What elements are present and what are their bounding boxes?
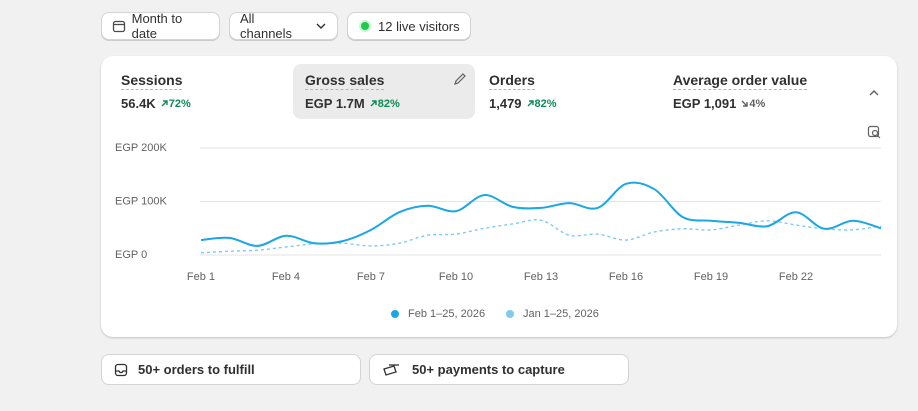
- metric-label: Average order value: [673, 72, 808, 90]
- chevron-down: [316, 23, 326, 29]
- date-range-button[interactable]: Month to date: [101, 11, 220, 41]
- legend-label: Jan 1–25, 2026: [523, 308, 599, 320]
- legend-marker: [506, 310, 514, 318]
- calendar-icon: [112, 20, 126, 33]
- task-button[interactable]: 50+ orders to fulfill: [101, 354, 361, 385]
- y-tick-label: EGP 100K: [115, 195, 167, 207]
- inbox-icon: [114, 363, 128, 376]
- arrow-up: [527, 100, 534, 107]
- x-tick-label: Feb 1: [187, 271, 215, 283]
- task-label: 50+ orders to fulfill: [138, 362, 255, 377]
- channels-button[interactable]: All channels: [229, 11, 338, 41]
- collapse-icon[interactable]: [867, 86, 881, 100]
- metric-label: Orders: [489, 72, 535, 90]
- metric-change: 4%: [749, 97, 766, 110]
- series-line: [200, 181, 882, 247]
- metric-change: 82%: [534, 97, 557, 110]
- cash-icon: [383, 363, 399, 376]
- x-tick-label: Feb 4: [272, 271, 300, 283]
- metric-tab[interactable]: Orders 1,479 82%: [477, 64, 657, 119]
- x-tick-label: Feb 13: [524, 271, 558, 283]
- live-visitors-label: 12 live visitors: [378, 18, 460, 34]
- live-visitors-button[interactable]: 12 live visitors: [347, 12, 471, 40]
- metric-value: 56.4K: [121, 96, 156, 111]
- metric-value: EGP 1,091: [673, 96, 737, 111]
- task-label: 50+ payments to capture: [412, 362, 565, 377]
- channels-label: All channels: [240, 11, 293, 41]
- metric-change: 72%: [168, 97, 191, 110]
- legend-label: Feb 1–25, 2026: [408, 308, 485, 320]
- x-tick-label: Feb 19: [694, 271, 728, 283]
- x-tick-label: Feb 22: [779, 271, 813, 283]
- x-tick-label: Feb 16: [609, 271, 643, 283]
- analytics-card: Sessions 56.4K 72% Gross sales EGP 1.7M …: [101, 56, 897, 337]
- y-tick-label: EGP 0: [115, 249, 147, 261]
- live-dot: [359, 20, 371, 32]
- x-tick-label: Feb 7: [357, 271, 385, 283]
- y-tick-label: EGP 200K: [115, 142, 167, 154]
- legend-marker: [391, 310, 399, 318]
- metric-label: Gross sales: [305, 72, 385, 90]
- metric-tab[interactable]: Sessions 56.4K 72%: [109, 64, 289, 119]
- arrow-up: [161, 100, 168, 107]
- date-range-label: Month to date: [131, 11, 183, 41]
- chart-options-icon[interactable]: [867, 125, 881, 139]
- edit-icon[interactable]: [453, 72, 467, 86]
- arrow-up: [370, 100, 377, 107]
- metric-value: EGP 1.7M: [305, 96, 365, 111]
- metric-value: 1,479: [489, 96, 522, 111]
- metric-change: 82%: [377, 97, 400, 110]
- arrow-down: [741, 100, 749, 107]
- x-tick-label: Feb 10: [439, 271, 473, 283]
- metric-tab-selected[interactable]: Gross sales EGP 1.7M 82%: [293, 64, 475, 119]
- task-button[interactable]: 50+ payments to capture: [369, 354, 629, 385]
- series-line: [200, 219, 882, 254]
- metric-label: Sessions: [121, 72, 183, 90]
- metric-tab[interactable]: Average order value EGP 1,091 4%: [661, 64, 861, 119]
